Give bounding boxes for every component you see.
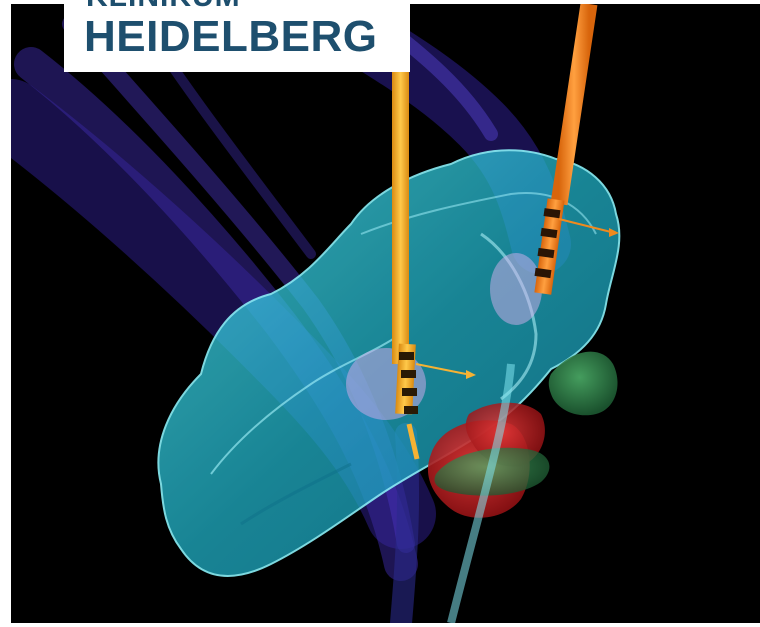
logo-line-heidelberg: HEIDELBERG	[84, 12, 378, 61]
target-structures	[427, 351, 618, 623]
logo: KLINIKUM HEIDELBERG	[64, 0, 410, 72]
visualization-panel	[11, 4, 760, 623]
bottom-border	[0, 623, 760, 627]
electrode-right	[534, 4, 619, 295]
brain-render	[11, 4, 621, 623]
electrode-left	[392, 4, 476, 460]
logo-line-klinikum: KLINIKUM	[86, 0, 241, 14]
